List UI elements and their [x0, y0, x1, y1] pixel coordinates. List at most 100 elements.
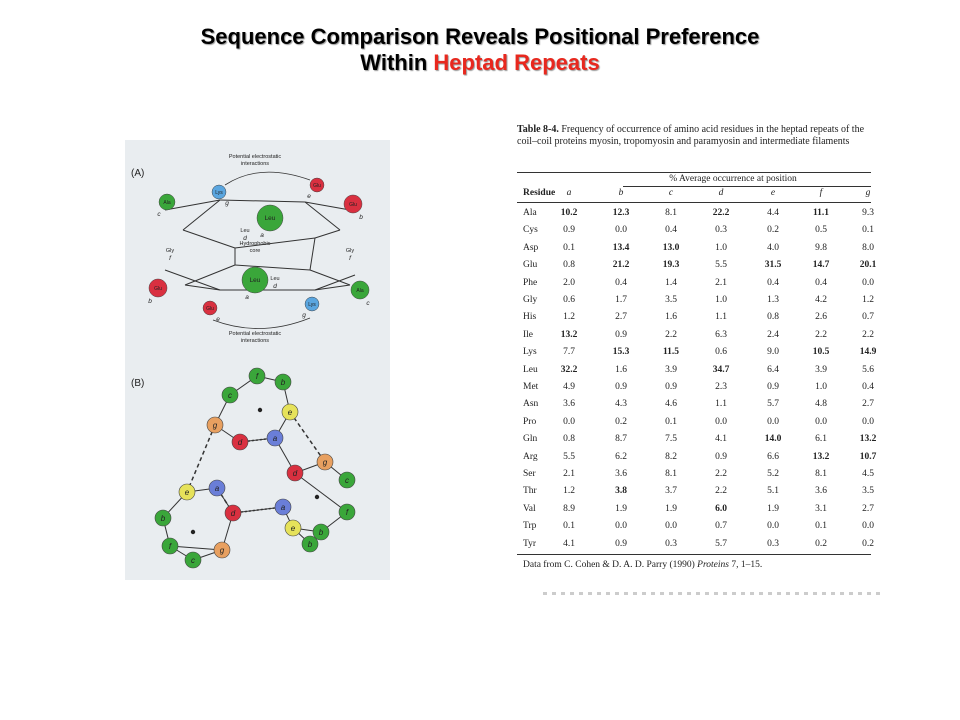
wheel-residue-letter-f: f	[256, 372, 259, 381]
table-row: Val 8.9 1.9 1.9 6.0 1.9 3.1 2.7	[517, 501, 874, 519]
wheel-residue-letter-b: b	[281, 378, 286, 387]
cell-d: 6.0	[715, 503, 727, 514]
core-label-1: Hydrophobic	[240, 241, 271, 247]
helix-frame-line	[234, 237, 316, 249]
residue-name: Met	[523, 382, 539, 392]
cell-f: 3.6	[815, 486, 827, 497]
cell-b: 8.7	[615, 434, 627, 445]
cell-f: 0.2	[815, 538, 827, 549]
cell-d: 6.3	[715, 329, 727, 340]
cell-b: 12.3	[612, 208, 630, 218]
helix-frame-line	[164, 269, 221, 291]
cell-d: 1.1	[715, 312, 727, 323]
cell-b: 4.3	[615, 399, 627, 410]
table-source: Data from C. Cohen & D. A. D. Parry (199…	[523, 560, 762, 570]
coiled-coil-figure: (A) (B) Potential electrostatic interaction…	[125, 140, 390, 580]
table-bottom-rule	[517, 554, 871, 555]
cell-b: 1.7	[615, 295, 627, 305]
wheel-residue-g	[206, 416, 224, 434]
residue-name: Pro	[523, 416, 537, 427]
interhelix-dotted-line	[232, 506, 284, 514]
table-row: Cys 0.9 0.0 0.4 0.3 0.2 0.5 0.1	[517, 222, 874, 240]
helix-frame-line	[314, 229, 341, 239]
electrostatic-label-top-1: Potential electrostatic	[229, 154, 282, 160]
table-row: Glu 0.8 21.2 19.3 5.5 31.5 14.7 20.1	[517, 257, 876, 275]
wheel-residue-f	[248, 367, 266, 385]
cell-e: 2.4	[767, 329, 779, 340]
cell-e: 4.0	[767, 242, 779, 253]
cell-e: 5.1	[767, 486, 779, 497]
helix-frame-line	[309, 237, 316, 271]
cell-b: 0.9	[615, 382, 627, 392]
cell-e: 14.0	[764, 434, 782, 445]
residue-name-lys: Lys	[215, 190, 223, 196]
wheel-residue-e	[178, 483, 196, 501]
cell-d: 2.3	[715, 382, 727, 392]
residue-name-ala: Ala	[356, 288, 363, 294]
position-header-e: e	[770, 188, 776, 198]
cell-d: 0.3	[715, 225, 727, 236]
cell-d: 0.6	[715, 347, 727, 358]
table-row: Met 4.9 0.9 0.9 2.3 0.9 1.0 0.4	[517, 379, 874, 397]
helix-axis-dot	[314, 494, 320, 500]
cell-c: 11.5	[662, 347, 680, 358]
wheel-residue-b	[301, 535, 319, 553]
source-text: Data from C. Cohen & D. A. D. Parry (199…	[523, 560, 695, 570]
residue-name-leu: Leu	[270, 276, 279, 282]
residue-glu-b	[343, 194, 363, 214]
helix-frame-line	[304, 201, 341, 231]
slide-title: Sequence Comparison Reveals Positional P…	[0, 24, 960, 76]
panel-b-label: (B)	[131, 378, 144, 389]
cell-a: 1.2	[563, 312, 575, 323]
residue-glu-e	[309, 177, 325, 193]
cell-a: 2.0	[563, 277, 575, 288]
cell-g: 8.0	[862, 242, 874, 253]
residue-position-e: e	[216, 316, 220, 323]
residue-name: Ile	[523, 329, 534, 340]
wheel-residue-a	[208, 479, 226, 497]
wheel-residue-a	[274, 498, 292, 516]
wheel-residue-g	[316, 453, 334, 471]
table-residue-header: Residue	[523, 188, 556, 198]
wheel-residue-letter-b: b	[319, 528, 324, 537]
residue-name: Gln	[523, 434, 538, 445]
cell-a: 0.1	[563, 242, 575, 253]
cell-e: 0.0	[767, 416, 779, 427]
residue-lys-g	[211, 184, 227, 200]
cell-e: 31.5	[764, 260, 782, 271]
cell-e: 9.0	[767, 347, 779, 358]
residue-name-leu: Leu	[240, 228, 249, 234]
cell-c: 0.0	[665, 521, 677, 532]
wheel-residue-letter-d: d	[231, 509, 236, 518]
residue-position-f: f	[169, 255, 172, 262]
cell-d: 34.7	[712, 364, 730, 375]
position-header-d: d	[718, 188, 724, 198]
cell-d: 1.0	[715, 295, 727, 305]
wheel-residue-letter-e: e	[291, 524, 296, 533]
wheel-residue-letter-b: b	[308, 540, 313, 549]
wheel-residue-d	[231, 433, 249, 451]
residue-name: Leu	[523, 364, 538, 375]
residue-lys-g	[304, 296, 320, 312]
cell-a: 4.9	[563, 382, 575, 392]
wheel-residue-b	[154, 509, 172, 527]
position-header-c: c	[668, 188, 674, 198]
cell-c: 19.3	[662, 260, 680, 271]
residue-name-glu: Glu	[313, 183, 321, 189]
cell-a: 3.6	[563, 399, 575, 410]
wheel-residue-b	[274, 373, 292, 391]
residue-name: Asn	[523, 399, 539, 410]
table-group-header: % Average occurrence at position	[669, 174, 797, 184]
wheel-residue-c	[221, 386, 239, 404]
cell-f: 0.5	[815, 225, 827, 236]
cell-g: 0.0	[862, 521, 874, 532]
residue-leu-a	[241, 266, 269, 294]
cell-a: 0.6	[563, 295, 575, 305]
residue-position-c: c	[366, 300, 370, 307]
table-row: Gln 0.8 8.7 7.5 4.1 14.0 6.1 13.2	[517, 431, 876, 449]
wheel-residue-d	[224, 504, 242, 522]
residue-name: Tyr	[523, 538, 537, 549]
cell-c: 1.6	[665, 312, 677, 323]
table-row: Pro 0.0 0.2 0.1 0.0 0.0 0.0 0.0	[517, 414, 874, 432]
wheel-bond-line	[294, 472, 348, 513]
